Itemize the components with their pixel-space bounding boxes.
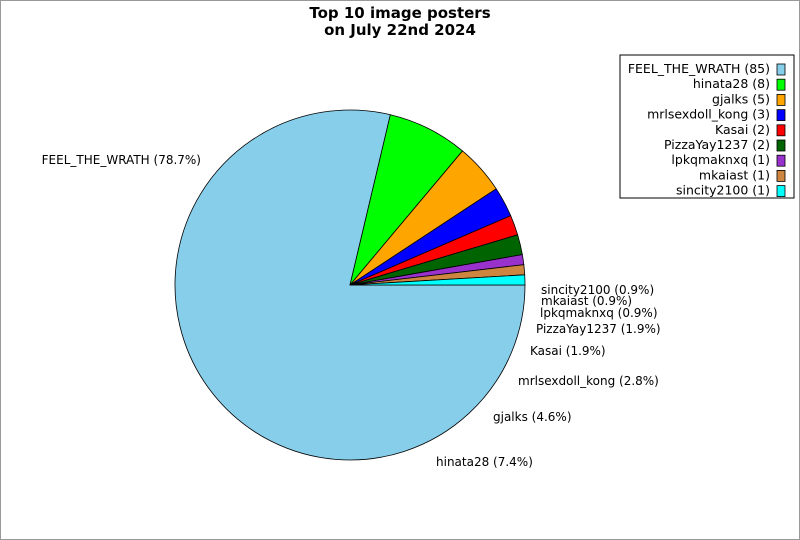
- legend-label-hinata28: hinata28 (8): [693, 76, 770, 91]
- pie-slice-sincity2100: [349, 274, 526, 286]
- legend-label-mkaiast: mkaiast (1): [699, 167, 770, 182]
- legend-label-sincity2100: sincity2100 (1): [676, 183, 770, 198]
- chart-title-line-1: Top 10 image posters: [309, 4, 490, 22]
- chart-title-line-2: on July 22nd 2024: [324, 21, 476, 39]
- legend-label-pizzayay1237: PizzaYay1237 (2): [664, 137, 770, 152]
- slice-label-hinata28: hinata28 (7.4%): [436, 455, 533, 469]
- slice-label-kasai: Kasai (1.9%): [530, 344, 606, 358]
- legend-label-lpkqmaknxq: lpkqmaknxq (1): [671, 152, 770, 167]
- legend-swatch-pizzayay1237: [776, 139, 786, 152]
- legend-swatch-gjalks: [776, 94, 786, 106]
- slice-label-mkaiast: mkaiast (0.9%): [541, 294, 632, 308]
- slice-label-gjalks: gjalks (4.6%): [493, 410, 572, 424]
- legend-swatch-hinata28: [776, 78, 786, 91]
- slice-label-lpkqmaknxq: lpkqmaknxq (0.9%): [540, 306, 658, 320]
- legend-swatch-lpkqmaknxq: [776, 154, 786, 167]
- legend-swatch-sincity2100: [776, 185, 786, 198]
- legend-swatch-mrlsexdoll-kong: [776, 109, 786, 121]
- pie-slices: [174, 109, 526, 461]
- legend: FEEL_THE_WRATH (85)hinata28 (8)gjalks (5…: [619, 54, 795, 199]
- slice-label-feel-the-wrath: FEEL_THE_WRATH (78.7%): [42, 153, 201, 167]
- slice-label-pizzayay1237: PizzaYay1237 (1.9%): [536, 322, 661, 336]
- legend-swatch-kasai: [776, 124, 786, 137]
- legend-label-feel-the-wrath: FEEL_THE_WRATH (85): [628, 61, 770, 76]
- slice-labels: FEEL_THE_WRATH (78.7%) hinata28 (7.4%) gja…: [42, 153, 661, 469]
- legend-label-mrlsexdoll-kong: mrlsexdoll_kong (3): [647, 107, 770, 122]
- legend-swatch-mkaiast: [776, 169, 786, 182]
- slice-label-sincity2100: sincity2100 (0.9%): [541, 283, 654, 297]
- legend-swatch-feel-the-wrath: [776, 63, 786, 76]
- legend-label-kasai: Kasai (2): [715, 122, 770, 137]
- legend-label-gjalks: gjalks (5): [712, 91, 770, 106]
- legend-box: [619, 54, 795, 199]
- slice-label-mrlsexdoll-kong: mrlsexdoll_kong (2.8%): [518, 374, 659, 388]
